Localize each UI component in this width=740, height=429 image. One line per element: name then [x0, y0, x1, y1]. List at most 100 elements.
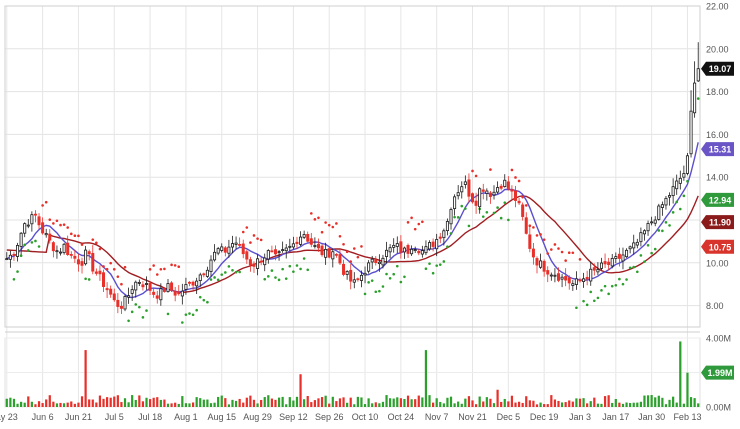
- sar-dot-down: [550, 248, 553, 251]
- sar-dot-up: [464, 207, 467, 210]
- volume-bar: [507, 401, 510, 407]
- sar-dot-up: [292, 270, 295, 273]
- sar-dot-down: [91, 238, 95, 241]
- volume-bar: [360, 397, 363, 407]
- sar-dot-up: [664, 221, 668, 224]
- candle: [402, 246, 406, 259]
- volume-bar: [396, 397, 399, 407]
- volume-bar: [374, 402, 377, 407]
- sar-dot-up: [589, 290, 593, 294]
- volume-bar: [654, 397, 657, 407]
- candle: [59, 247, 63, 256]
- volume-bar: [621, 403, 625, 407]
- candle: [302, 230, 306, 240]
- candle: [499, 183, 503, 191]
- sar-dot-down: [356, 255, 360, 259]
- volume-bar: [525, 396, 528, 407]
- time-tick-label: Aug 1: [174, 412, 198, 422]
- candle: [438, 232, 442, 244]
- volume-bar: [625, 402, 628, 407]
- volume-bar: [249, 395, 252, 407]
- sar-dot-up: [671, 211, 675, 214]
- price-tick-label: 8.00: [706, 301, 724, 311]
- sar-dot-up: [593, 299, 596, 303]
- volume-bar: [9, 397, 12, 407]
- candle: [395, 236, 399, 254]
- candle: [155, 290, 159, 304]
- candle: [488, 191, 492, 204]
- volume-bar: [109, 397, 112, 407]
- volume-bar: [159, 399, 162, 407]
- sar-dot-up: [195, 308, 198, 312]
- volume-bar: [406, 395, 410, 407]
- sar-dot-up: [618, 277, 621, 281]
- candle: [91, 245, 95, 275]
- candle: [295, 236, 299, 250]
- time-tick-label: Jan 17: [602, 412, 629, 422]
- candle: [356, 277, 360, 282]
- sar-dot-down: [59, 223, 62, 227]
- candle: [553, 268, 557, 283]
- volume-bar: [234, 400, 238, 407]
- volume-bar: [55, 403, 59, 407]
- volume-bar: [353, 404, 356, 407]
- candle: [445, 218, 449, 236]
- volume-bar: [517, 401, 521, 407]
- volume-bar: [578, 398, 582, 407]
- sar-dot-up: [392, 272, 395, 276]
- sar-dot-down: [514, 176, 517, 179]
- candle: [435, 233, 439, 257]
- volume-bar: [66, 402, 69, 407]
- sar-dot-up: [435, 264, 438, 267]
- sar-dot-up: [284, 277, 288, 280]
- candle: [324, 242, 328, 265]
- candle: [263, 253, 267, 272]
- candle: [481, 183, 485, 200]
- candle: [485, 188, 489, 201]
- candle: [585, 270, 589, 286]
- volume-bar: [589, 401, 592, 407]
- sar-dot-down: [62, 223, 66, 226]
- volume-bar: [84, 350, 87, 407]
- volume-bar: [45, 399, 48, 407]
- volume-bar: [277, 397, 281, 407]
- volume-bar: [643, 395, 646, 407]
- candle: [252, 261, 256, 273]
- volume-bar: [313, 400, 316, 407]
- volume-bar: [91, 399, 94, 407]
- sar-dot-down: [173, 264, 177, 267]
- sar-dot-up: [449, 232, 453, 235]
- sar-dot-down: [324, 221, 327, 224]
- sar-dot-up: [661, 229, 664, 233]
- volume-bar: [320, 397, 324, 407]
- candle: [442, 228, 446, 246]
- sar-dot-down: [313, 218, 317, 221]
- volume-bar: [471, 400, 474, 407]
- sar-dot-down: [535, 234, 539, 237]
- volume-bar: [303, 399, 306, 407]
- sar-dot-up: [202, 298, 206, 302]
- volume-bar: [510, 395, 514, 407]
- sar-dot-up: [596, 296, 600, 300]
- svg-text:1.99M: 1.99M: [707, 368, 732, 378]
- volume-bar: [546, 404, 549, 407]
- volume-tag: 1.99M: [701, 365, 734, 380]
- volume-bars: [5, 341, 700, 407]
- candle: [198, 272, 202, 287]
- candle: [119, 301, 123, 315]
- sar-dot-down: [259, 238, 263, 242]
- candle: [564, 268, 568, 287]
- candle: [668, 192, 672, 206]
- sar-dot-down: [256, 237, 259, 240]
- volume-bar: [41, 403, 44, 407]
- candle: [12, 252, 16, 261]
- time-tick-label: Jun 21: [65, 412, 92, 422]
- time-tick-label: Oct 10: [352, 412, 379, 422]
- sar-dot-up: [374, 290, 378, 294]
- volume-bar: [575, 398, 578, 407]
- sar-dot-down: [410, 216, 413, 220]
- volume-bar: [63, 403, 66, 407]
- sar-dot-down: [524, 204, 528, 207]
- volume-bar: [120, 402, 123, 407]
- volume-bar: [539, 402, 542, 407]
